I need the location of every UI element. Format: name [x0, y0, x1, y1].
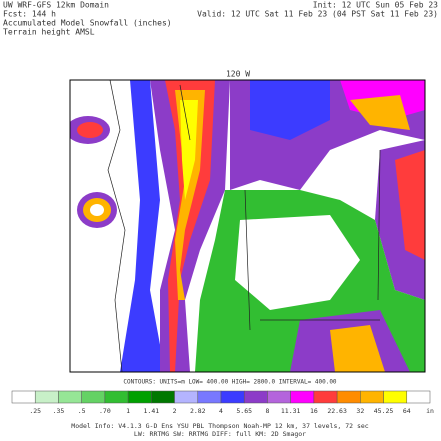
colorbar-label: 2 — [173, 407, 177, 415]
valid-time: Valid: 12 UTC Sat 11 Feb 23 (04 PST Sat … — [197, 10, 438, 19]
colorbar-swatch — [11, 390, 36, 404]
colorbar-swatch — [360, 390, 384, 404]
snowfall-field — [70, 80, 425, 372]
colorbar-label: in — [426, 407, 434, 415]
model-info: Model Info: V4.1.3 G-D Ens YSU PBL Thomp… — [71, 422, 368, 430]
colorbar-label: 1 — [126, 407, 130, 415]
colorbar-label: 4 — [219, 407, 223, 415]
colorbar-swatch — [104, 390, 129, 404]
colorbar-swatch — [313, 390, 338, 404]
colorbar-label: .70 — [99, 407, 111, 415]
colorbar-swatch — [243, 390, 268, 404]
map: 120 W — [69, 70, 426, 373]
colorbar-label: 8 — [265, 407, 269, 415]
field-name: Accumulated Model Snowfall (inches) — [3, 19, 172, 28]
colorbar-swatch — [174, 390, 199, 404]
colorbar-swatch — [151, 390, 175, 404]
colorbar-label: 1.41 — [144, 407, 160, 415]
model-title: UW WRF-GFS 12km Domain — [3, 1, 109, 10]
colorbar-swatch — [383, 390, 408, 404]
overlay-name: Terrain height AMSL — [3, 28, 95, 37]
colorbar-swatch — [197, 390, 222, 404]
colorbar-label: 22.63 — [327, 407, 347, 415]
colorbar-label: .35 — [53, 407, 65, 415]
colorbar-swatch — [267, 390, 291, 404]
colorbar-label: 5.65 — [236, 407, 252, 415]
colorbar-label: 2.82 — [190, 407, 206, 415]
colorbar: .25 .35 .5 .70 1 1.41 2 2.82 4 5.65 8 11.31 16 22.63 3… — [11, 390, 434, 415]
colorbar-swatch — [58, 390, 82, 404]
colorbar-swatch — [34, 390, 59, 404]
colorbar-label: 16 — [310, 407, 318, 415]
physics-info: LW: RRTMG SW: RRTMG DIFF: full KM: 2D Sm… — [134, 430, 306, 438]
colorbar-label: 32 — [356, 407, 364, 415]
forecast-hour: Fcst: 144 h — [3, 10, 56, 19]
colorbar-swatch — [290, 390, 315, 404]
longitude-label: 120 W — [226, 70, 250, 79]
colorbar-swatch — [220, 390, 245, 404]
colorbar-label: 64 — [403, 407, 411, 415]
colorbar-label: 45.25 — [374, 407, 394, 415]
colorbar-swatch — [127, 390, 152, 404]
init-time: Init: 12 UTC Sun 05 Feb 23 — [313, 1, 438, 10]
colorbar-label: 11.31 — [281, 407, 301, 415]
colorbar-label: .25 — [29, 407, 41, 415]
contour-info: CONTOURS: UNITS=m LOW= 400.00 HIGH= 2800… — [123, 379, 337, 386]
colorbar-swatch — [336, 390, 361, 404]
colorbar-label: .5 — [78, 407, 86, 415]
colorbar-swatch — [81, 390, 106, 404]
colorbar-swatch — [406, 390, 431, 404]
